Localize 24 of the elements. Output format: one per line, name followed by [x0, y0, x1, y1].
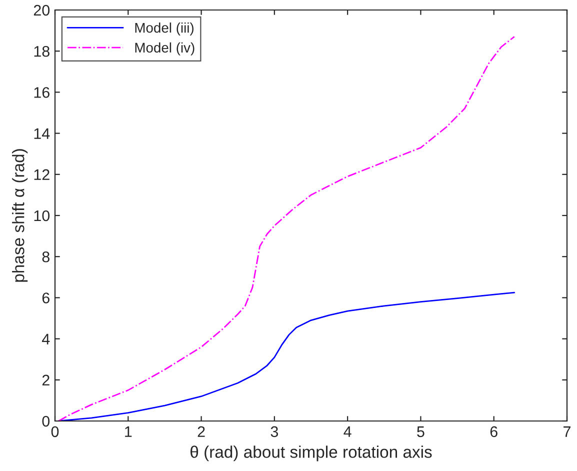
y-tick-label: 10 [34, 210, 50, 222]
y-tick-label: 2 [42, 374, 50, 386]
x-tick-label: 6 [490, 426, 498, 438]
x-tick-label: 3 [270, 426, 278, 438]
line-series [58, 36, 516, 421]
y-tick-label: 16 [34, 87, 50, 98]
x-tick-label: 5 [417, 426, 424, 438]
x-tick-label: 7 [564, 426, 570, 437]
y-tick-label: 0 [42, 416, 50, 427]
x-tick-label: 1 [125, 426, 132, 437]
x-tick-label: 4 [344, 426, 352, 437]
x-tick-label: 2 [198, 426, 205, 437]
y-axis-title: phase shift α (rad) [12, 149, 28, 282]
legend-label: Model (iv) [135, 42, 194, 56]
x-axis-title: θ (rad) about simple rotation axis [190, 446, 432, 462]
y-tick-label: 20 [34, 4, 50, 16]
y-tick-label: 14 [34, 128, 50, 139]
x-tick-label: 0 [51, 426, 59, 438]
y-tick-label: 12 [34, 169, 50, 180]
y-tick-label: 18 [34, 46, 50, 57]
legend-label: Model (iii) [135, 22, 194, 36]
y-tick-label: 8 [42, 251, 50, 262]
y-tick-label: 6 [42, 292, 50, 304]
y-tick-label: 4 [42, 334, 50, 344]
